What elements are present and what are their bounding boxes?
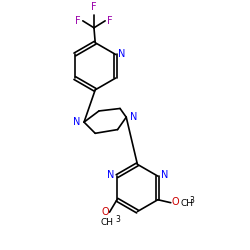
Text: 3: 3	[115, 214, 120, 224]
Text: CH: CH	[180, 199, 193, 208]
Text: F: F	[76, 16, 81, 26]
Text: N: N	[118, 50, 126, 59]
Text: N: N	[130, 112, 137, 122]
Text: CH: CH	[100, 218, 113, 226]
Text: N: N	[161, 170, 168, 180]
Text: O: O	[171, 198, 179, 207]
Text: F: F	[107, 16, 112, 26]
Text: N: N	[73, 117, 80, 127]
Text: 3: 3	[189, 196, 194, 205]
Text: F: F	[91, 2, 97, 12]
Text: N: N	[107, 170, 114, 180]
Text: O: O	[102, 208, 109, 218]
